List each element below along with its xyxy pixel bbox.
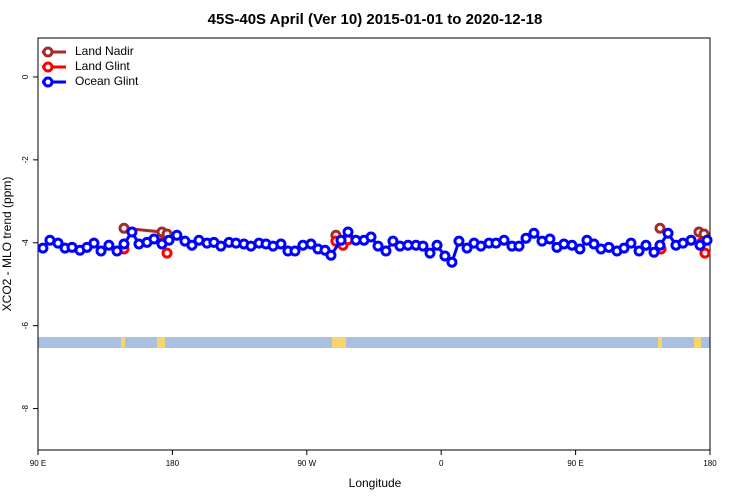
data-point [424,247,436,259]
data-point [88,237,100,249]
data-point [654,222,666,234]
data-point [528,227,540,239]
y-axis-label: XCO2 - MLO trend (ppm) [0,177,14,312]
land-patch [694,337,701,348]
data-point [694,239,706,251]
data-point [186,239,198,251]
data-point [453,235,465,247]
land-patch [332,337,346,348]
data-point [640,239,652,251]
y-tick-label: 0 [21,74,30,79]
x-tick-label: 90 E [30,459,46,468]
data-point [103,239,115,251]
data-point [648,246,660,258]
x-tick-label: 180 [703,459,717,468]
data-point [275,238,287,250]
data-point [163,234,175,246]
data-point [513,240,525,252]
land-patch [157,337,165,348]
data-point [37,242,49,254]
legend-label: Land Nadir [75,44,134,58]
data-point [685,234,697,246]
data-point [342,226,354,238]
surface-band [38,337,710,348]
data-point [289,245,301,257]
data-point [654,239,666,251]
legend-marker [42,61,54,73]
x-tick-label: 0 [439,459,444,468]
data-point [52,237,64,249]
y-tick-label: -8 [21,404,30,412]
data-point [446,256,458,268]
data-point [171,229,183,241]
data-point [625,237,637,249]
data-point [417,240,429,252]
legend-label: Land Glint [75,59,130,73]
chart-title: 45S-40S April (Ver 10) 2015-01-01 to 202… [208,11,543,28]
data-point [387,235,399,247]
y-tick-label: -4 [21,239,30,247]
legend-label: Ocean Glint [75,74,139,88]
data-point [161,247,173,259]
data-point [431,239,443,251]
legend-marker [42,46,54,58]
data-point [148,233,160,245]
data-point [699,247,711,259]
data-point [380,245,392,257]
data-point [118,238,130,250]
data-point [701,234,713,246]
data-point [95,245,107,257]
y-tick-label: -6 [21,322,30,330]
data-point [633,245,645,257]
data-point [325,249,337,261]
data-point [372,240,384,252]
x-tick-label: 90 E [567,459,583,468]
x-axis-label: Longitude [349,476,402,490]
x-tick-label: 180 [166,459,180,468]
y-tick-label: -2 [21,156,30,164]
data-point [662,227,674,239]
land-patch [121,337,125,348]
data-point [603,241,615,253]
data-point [618,242,630,254]
data-point [126,226,138,238]
data-point [335,234,347,246]
data-point [498,234,510,246]
data-point [305,238,317,250]
data-point [574,243,586,255]
data-point [365,231,377,243]
data-point [111,245,123,257]
data-point [461,242,473,254]
data-point [439,250,451,262]
land-patch [658,337,662,348]
data-point [544,233,556,245]
x-tick-label: 90 W [297,459,316,468]
data-point [520,232,532,244]
data-point [215,240,227,252]
ocean-band [38,337,710,348]
data-point [588,238,600,250]
legend-marker [42,76,54,88]
